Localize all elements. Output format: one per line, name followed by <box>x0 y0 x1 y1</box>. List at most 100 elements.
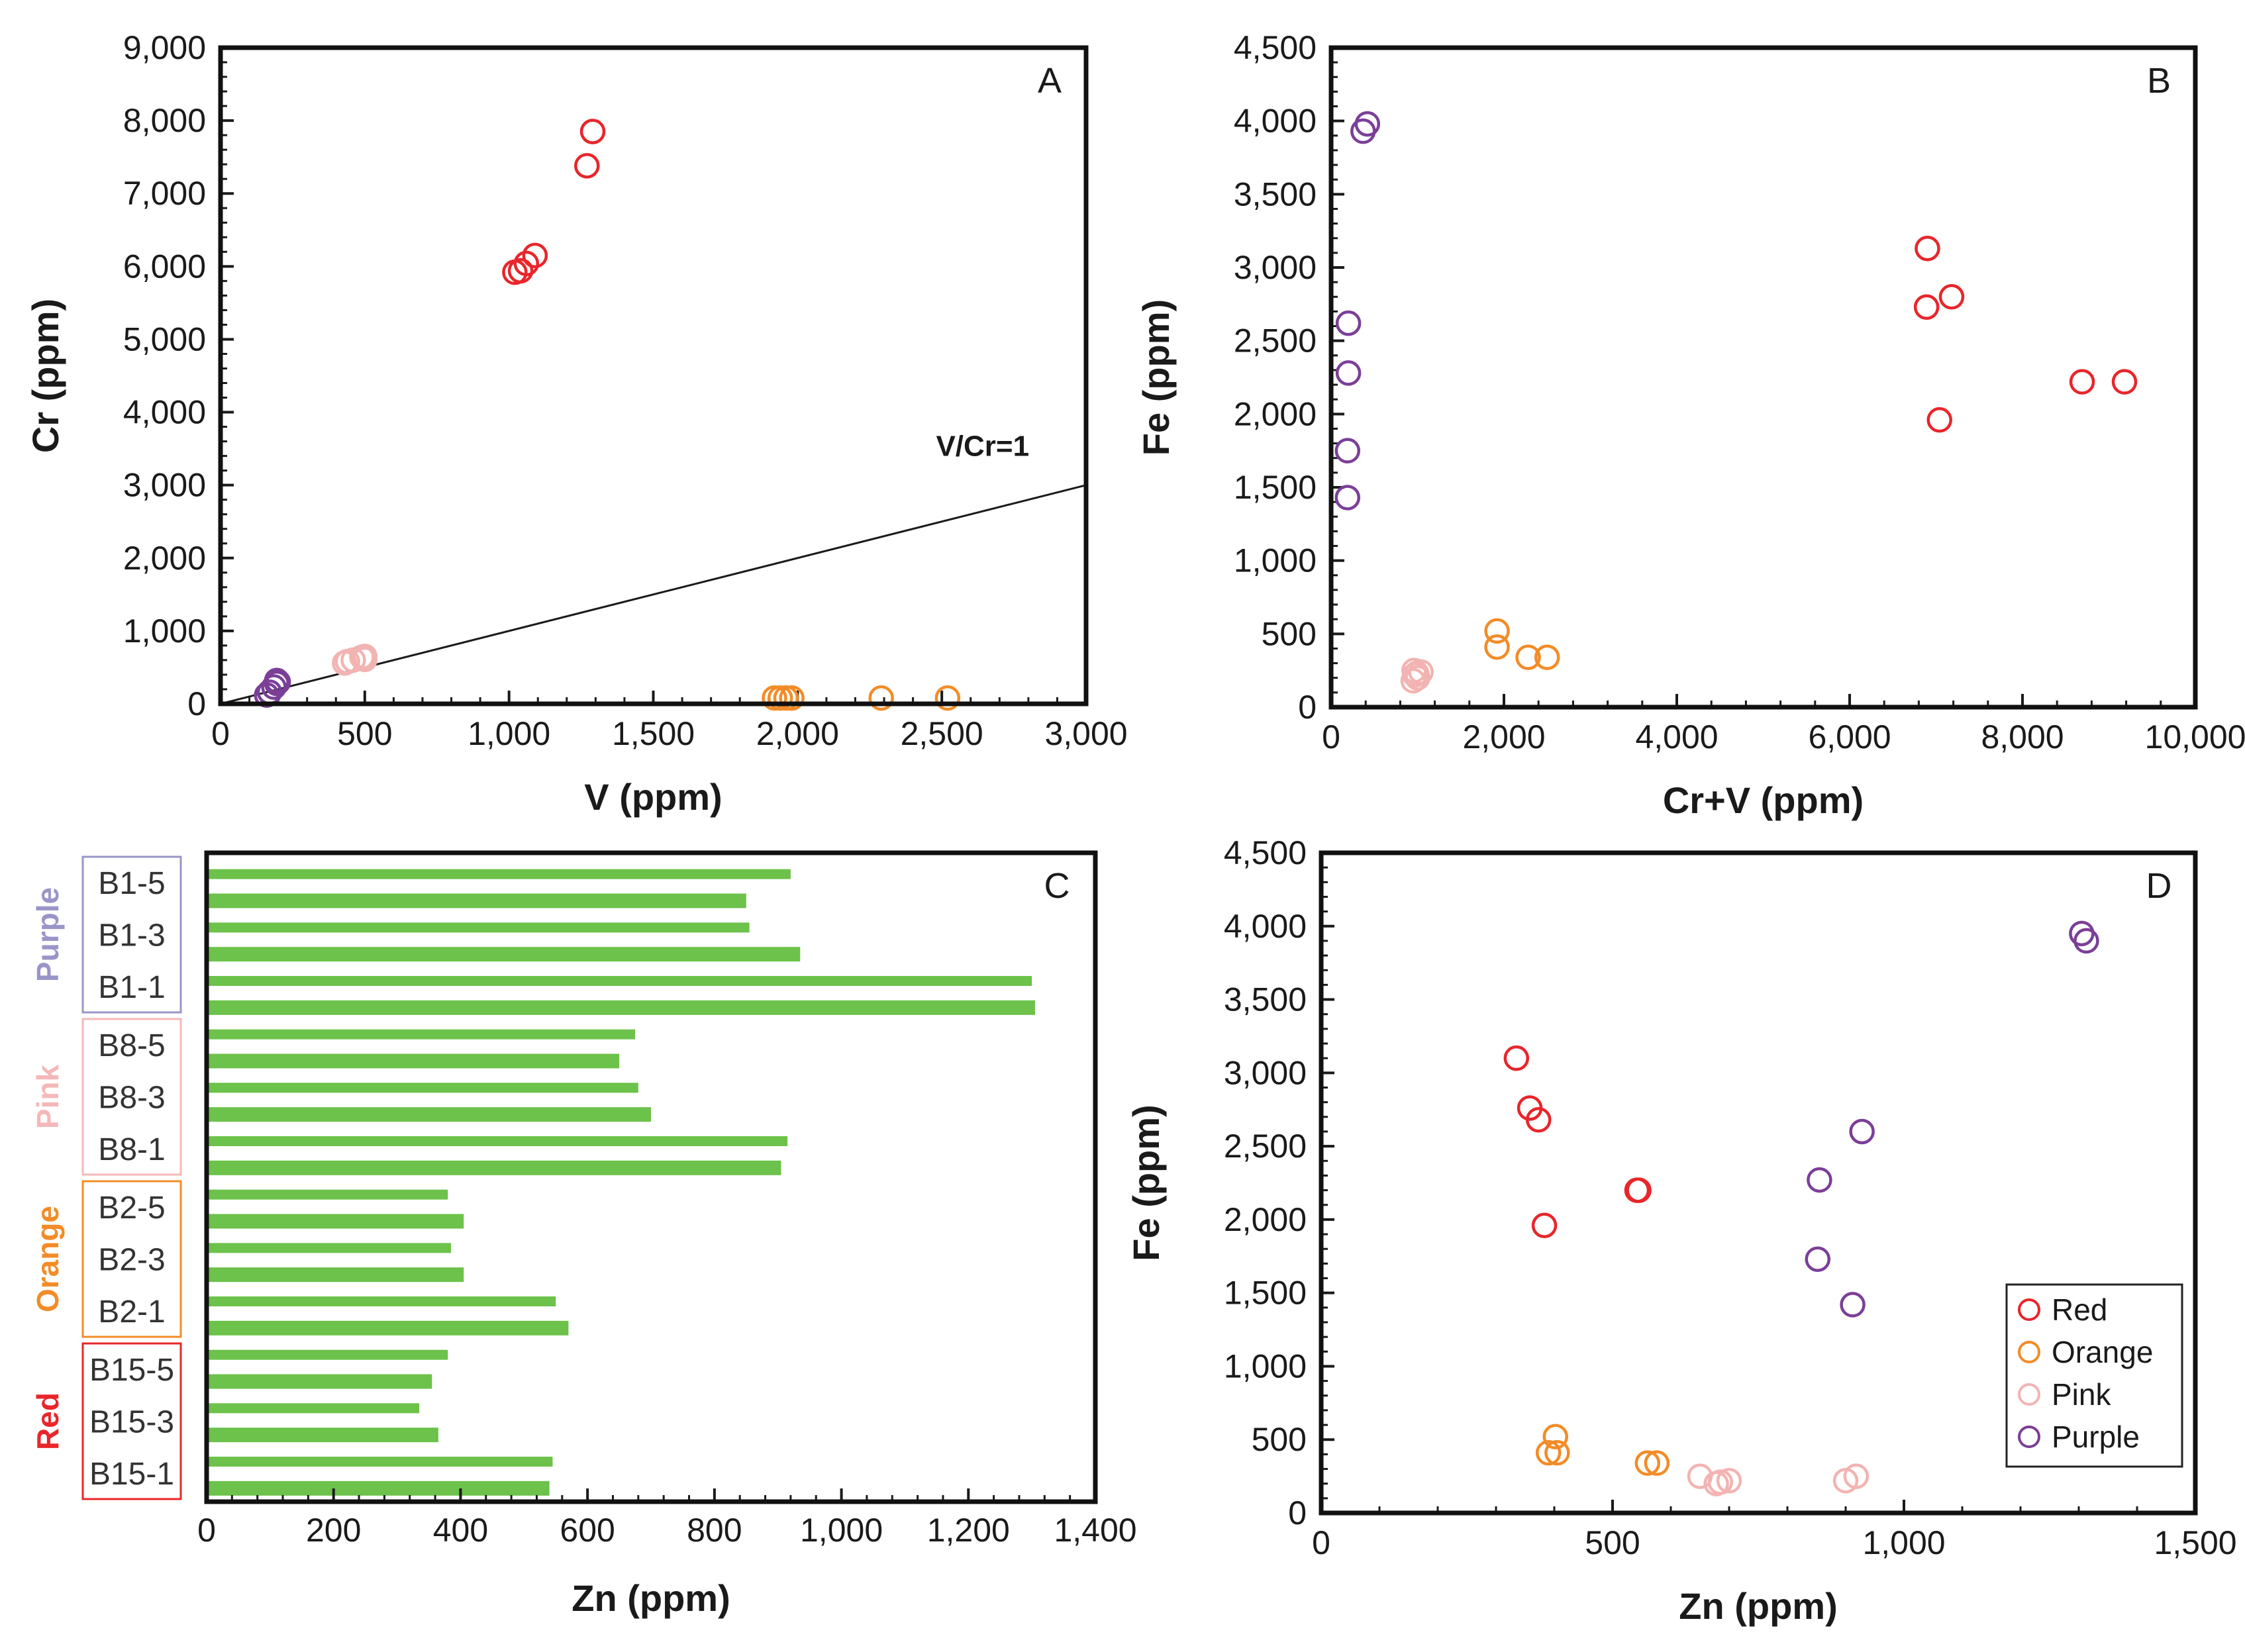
panel-letter: C <box>1044 866 1070 906</box>
panel-c-bar-zn: 0 200 400 600 800 1,000 1,200 1,400 Zn (ppm) C B1-… <box>30 850 1137 1619</box>
y-tick-label: 3,500 <box>1234 175 1317 213</box>
y-tick-label: 2,000 <box>1234 395 1317 432</box>
data-point-red <box>1626 1177 1652 1203</box>
y-tick-label: 9,000 <box>123 29 206 66</box>
panel-a-scatter-cr-vs-v: 0 500 1,000 1,500 2,000 2,500 3,000 0 1,000 2,000… <box>25 29 1128 818</box>
data-point-purple <box>1335 360 1362 386</box>
data-point-orange <box>1634 1450 1661 1476</box>
data-point-red <box>1913 294 1940 320</box>
data-point-pink <box>352 646 378 673</box>
bar <box>207 1267 464 1283</box>
y-tick-label: 3,000 <box>123 467 206 504</box>
bar <box>207 1214 464 1229</box>
bar <box>207 1029 636 1040</box>
data-point-purple <box>1354 111 1381 137</box>
bar <box>207 1481 550 1496</box>
legend-label-purple: Purple <box>2052 1420 2140 1454</box>
data-point-orange <box>1534 644 1560 670</box>
data-point-purple <box>1334 438 1361 463</box>
y-tick-label: 4,000 <box>123 394 206 431</box>
bar <box>207 869 791 879</box>
x-tick-label: 200 <box>306 1512 361 1549</box>
y-tick-label: 1,500 <box>1224 1275 1307 1312</box>
y-tick-label: 0 <box>1298 689 1317 726</box>
data-point-orange <box>1544 1439 1570 1466</box>
bar <box>207 1189 448 1200</box>
data-point-pink <box>1843 1463 1870 1489</box>
data-point-red <box>1926 407 1952 433</box>
bar <box>207 922 750 933</box>
data-point-orange <box>1542 1424 1569 1450</box>
data-point-orange <box>934 685 961 711</box>
category-group-box <box>81 1180 182 1338</box>
data-point-orange <box>868 685 894 711</box>
series-red <box>502 119 606 285</box>
legend-box <box>2005 1283 2183 1468</box>
y-tick-label: 2,500 <box>1224 1128 1307 1165</box>
category-label: B8-1 <box>98 1132 165 1167</box>
category-group-purple: B1-5 B1-3 B1-1 Purple <box>30 855 182 1014</box>
data-point-red <box>1531 1212 1558 1239</box>
bar <box>207 1349 448 1360</box>
bar <box>207 1457 553 1467</box>
y-tick-label: 2,000 <box>1224 1201 1307 1238</box>
data-point-orange <box>1535 1439 1562 1466</box>
legend-label-orange: Orange <box>2052 1335 2153 1369</box>
category-label: B8-5 <box>98 1028 165 1063</box>
data-point-pink <box>1707 1469 1734 1495</box>
panel-letter: D <box>2146 866 2172 906</box>
category-group-title: Orange <box>30 1206 65 1312</box>
y-tick-label: 4,500 <box>1234 29 1317 66</box>
legend-marker-orange <box>2018 1341 2040 1363</box>
data-point-purple <box>264 667 290 694</box>
series-purple <box>1805 920 2099 1318</box>
x-tick-label: 10,000 <box>2145 718 2245 755</box>
data-point-orange <box>1644 1450 1670 1476</box>
data-point-pink <box>1401 657 1427 683</box>
y-tick-label: 1,500 <box>1234 469 1317 506</box>
bar <box>207 947 801 962</box>
data-point-orange <box>1515 644 1541 670</box>
bar <box>207 1000 1035 1015</box>
bar <box>207 1428 438 1443</box>
panel-letter: B <box>2147 61 2171 101</box>
panel-d-scatter-fe-vs-zn: 0 500 1,000 1,500 0 500 1,000 1,500 2,000 2,500 3,… <box>1125 834 2237 1627</box>
series-purple <box>254 667 291 708</box>
category-label: B15-3 <box>89 1405 174 1440</box>
data-point-purple <box>2073 928 2099 954</box>
y-tick-label: 500 <box>1252 1421 1307 1458</box>
y-tick-label: 8,000 <box>123 102 206 139</box>
category-label: B2-3 <box>98 1243 165 1278</box>
data-point-red <box>2111 369 2138 395</box>
y-tick-label: 0 <box>187 685 206 722</box>
x-tick-label: 1,000 <box>468 715 550 752</box>
x-tick-label: 1,500 <box>612 715 695 752</box>
category-group-red: B15-5 B15-3 B15-1 Red <box>30 1342 182 1500</box>
legend-marker-purple <box>2018 1426 2040 1448</box>
y-tick-label: 3,000 <box>1224 1054 1307 1091</box>
data-point-pink <box>1716 1468 1742 1494</box>
data-point-red <box>2069 369 2095 395</box>
panel-b-scatter-fe-vs-crv: 0 2,000 4,000 6,000 8,000 10,000 0 500 1,000 1,50… <box>1135 29 2245 821</box>
category-label: B2-5 <box>98 1190 165 1226</box>
plot-frame <box>204 850 1098 1504</box>
data-point-red <box>522 242 548 269</box>
legend-marker-pink <box>2018 1383 2040 1406</box>
x-tick-label: 600 <box>560 1512 615 1549</box>
category-group-title: Red <box>30 1392 65 1450</box>
y-tick-label: 5,000 <box>123 320 206 358</box>
series-purple <box>1334 111 1381 510</box>
data-point-red <box>1915 235 1940 262</box>
bar <box>207 1053 620 1069</box>
bar <box>207 1296 556 1306</box>
data-point-purple <box>1849 1118 1875 1145</box>
x-tick-label: 2,000 <box>1462 718 1545 755</box>
bar <box>207 1107 651 1122</box>
x-tick-label: 500 <box>337 715 392 752</box>
y-axis-title: Fe (ppm) <box>1125 1104 1167 1261</box>
x-tick-label: 3,000 <box>1044 715 1127 752</box>
bar <box>207 976 1032 986</box>
x-tick-label: 0 <box>197 1512 216 1549</box>
y-axis-title: Fe (ppm) <box>1135 299 1177 456</box>
category-group-pink: B8-5 B8-3 B8-1 Pink <box>30 1018 182 1176</box>
